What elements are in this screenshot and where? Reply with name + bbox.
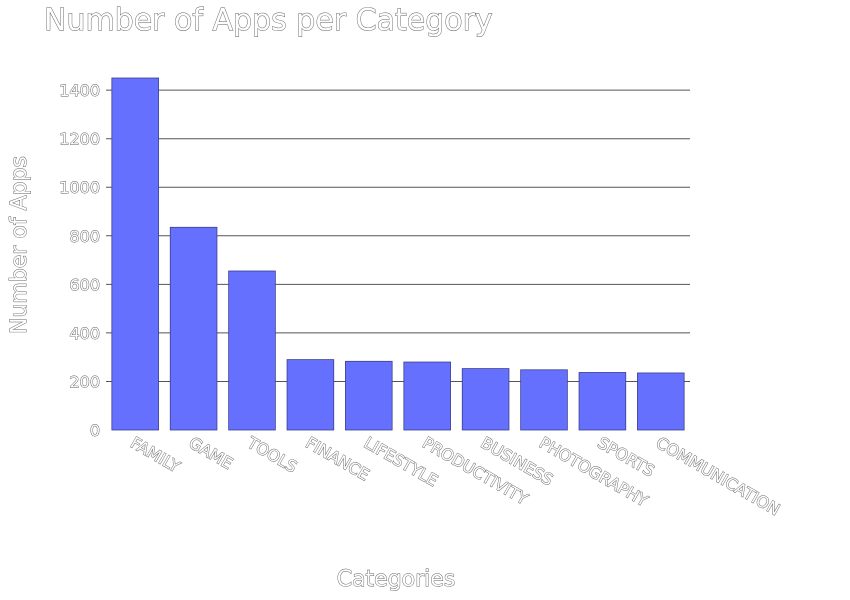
y-tick-label: 800 [69,227,100,246]
y-tick-label: 1200 [59,130,100,149]
x-tick-label: TOOLS [243,433,300,477]
bar-communication [637,372,685,431]
bar-business [461,368,510,431]
bar-photography [520,369,568,431]
y-tick-label: 600 [69,275,100,294]
bar-sports [578,372,627,431]
bar-productivity [403,361,451,431]
chart-title: Number of Apps per Category [44,3,493,38]
x-axis-ticks: FAMILY GAME TOOLS FINANCELIFESTYLEPRODUCTIV… [127,432,784,520]
y-tick-label: 1000 [59,178,100,197]
y-axis-title: Number of Apps [7,156,32,334]
bar-finance [286,359,335,431]
y-tick-label: 200 [69,372,100,391]
y-tick-label: 0 [90,421,100,440]
y-tick-label: 1400 [59,81,100,100]
bar-family [111,77,159,431]
bar-game [169,226,218,431]
y-axis-ticks: 0 200 400 600 800 1000 1200 1400 [59,81,101,441]
y-tick-label: 400 [69,324,100,343]
x-tick-label: COMMUNICATION [653,433,783,519]
bars [111,77,685,431]
x-axis-title: Categories [337,567,456,592]
x-tick-label: FINANCE [302,433,372,485]
bar-lifestyle [345,360,393,431]
x-tick-label: FAMILY [127,433,183,476]
bar-tools [228,270,276,431]
x-tick-label: GAME [186,433,236,473]
